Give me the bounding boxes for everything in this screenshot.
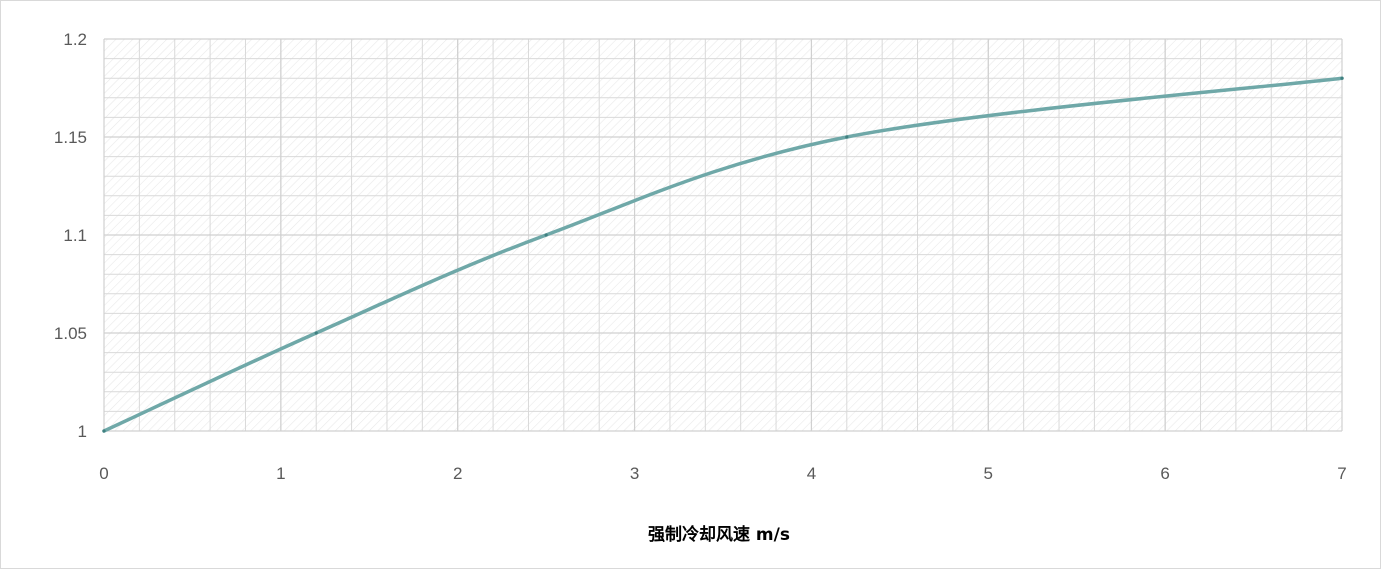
data-point [102,429,106,433]
x-tick-label: 7 [1337,464,1346,483]
y-tick-label: 1.1 [63,226,87,245]
y-tick-label: 1.2 [63,30,87,49]
x-axis-tick-labels: 0 1 2 3 4 5 6 7 [99,464,1346,483]
x-axis-title: 强制冷却风速 m/s [648,524,790,545]
y-tick-label: 1.15 [54,128,87,147]
data-point [544,233,548,237]
x-tick-label: 4 [807,464,816,483]
data-point [1340,76,1344,80]
y-tick-label: 1.05 [54,324,87,343]
x-tick-label: 1 [276,464,285,483]
x-tick-label: 6 [1160,464,1169,483]
series-layer [102,76,1344,433]
data-point [845,135,849,139]
y-axis-tick-labels: 1 1.05 1.1 1.15 1.2 [54,30,87,441]
x-tick-label: 2 [453,464,462,483]
x-tick-label: 5 [984,464,993,483]
y-tick-label: 1 [78,422,87,441]
major-gridlines [103,38,1343,432]
x-tick-label: 0 [99,464,108,483]
data-point [314,331,318,335]
x-tick-label: 3 [630,464,639,483]
series-line [102,76,1344,433]
